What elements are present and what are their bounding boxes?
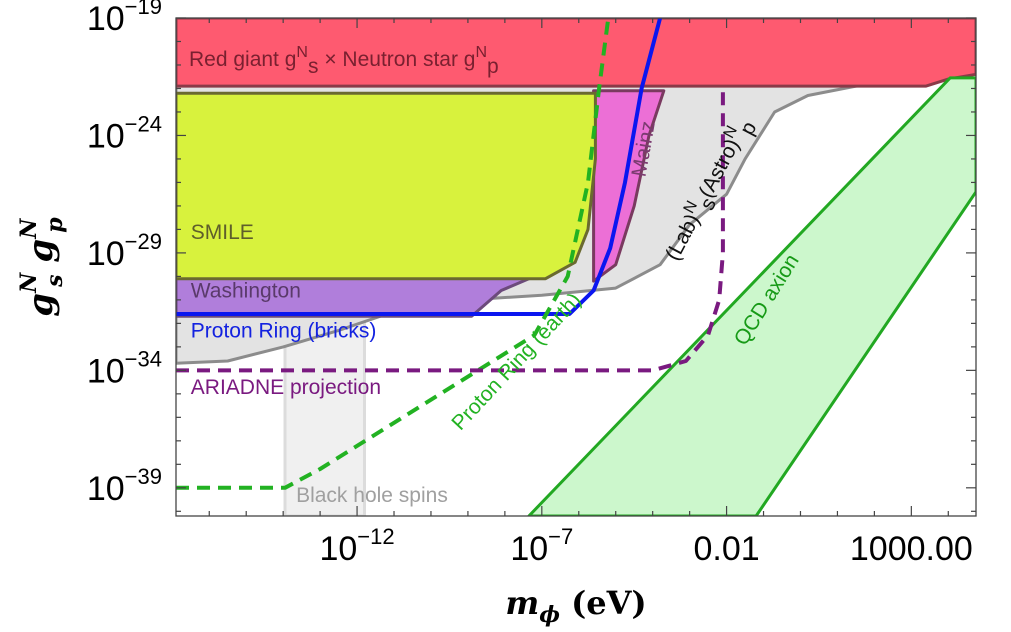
y-tick-label: 10−34	[87, 346, 162, 390]
axis-titles: mϕ (eV) gNs gNp	[16, 217, 647, 628]
region-washington	[176, 274, 536, 318]
label-smile: SMILE	[191, 221, 254, 244]
x-tick-label: 0.01	[693, 530, 759, 568]
x-tick-label: 10−7	[510, 524, 573, 568]
y-tick-label: 10−29	[87, 229, 162, 273]
x-tick-label: 10−12	[319, 524, 394, 568]
label-washington: Washington	[191, 280, 301, 303]
label-proton-ring-bricks: Proton Ring (bricks)	[191, 319, 377, 342]
region-qcd-axion	[527, 76, 976, 516]
label-black-hole-spins: Black hole spins	[296, 484, 448, 507]
projection-lines	[176, 18, 725, 490]
region-smile	[176, 91, 597, 281]
x-tick-label: 1000.00	[850, 530, 973, 568]
y-tick-label: 10−19	[87, 0, 162, 38]
label-ariadne-projection: ARIADNE projection	[191, 376, 381, 399]
plot-border	[175, 17, 977, 517]
x-axis-ticks: 10−12 10−7 0.01 1000.00	[208, 18, 973, 568]
y-tick-label: 10−39	[87, 464, 162, 508]
label-red-giant-neutron-star: Red giant gNs × Neutron star gNp	[189, 44, 499, 78]
y-tick-label: 10−24	[87, 111, 162, 155]
y-axis-ticks: 10−19 10−24 10−29 10−34 10−39	[87, 0, 976, 512]
x-axis-title: mϕ (eV)	[505, 584, 646, 628]
plot-frame	[175, 17, 977, 517]
exclusion-regions	[176, 18, 976, 516]
line-proton-ring-bricks	[176, 18, 663, 316]
y-axis-title: gNs gNp	[16, 217, 68, 317]
region-mainz	[592, 89, 666, 283]
line-proton-ring-earth	[176, 18, 611, 490]
